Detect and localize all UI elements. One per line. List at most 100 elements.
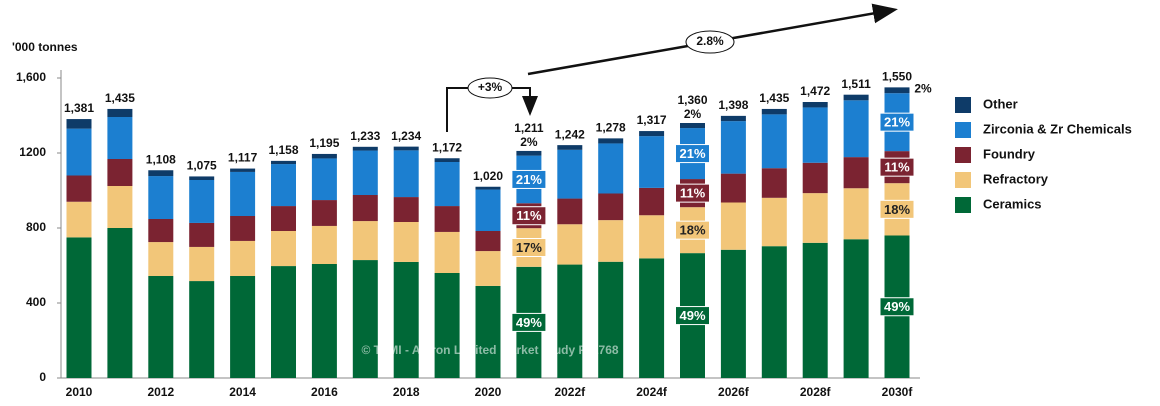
bar-segment bbox=[189, 246, 215, 282]
x-tick-label: 2016 bbox=[311, 385, 338, 399]
bar-segment bbox=[720, 115, 746, 122]
total-label: 1,511 bbox=[841, 77, 871, 91]
bar-segment bbox=[639, 187, 665, 216]
total-label: 1,435 bbox=[759, 91, 789, 105]
bar-segment bbox=[393, 197, 419, 222]
bar-segment bbox=[598, 220, 624, 262]
bar-segment bbox=[639, 215, 665, 259]
y-tick-label: 400 bbox=[26, 295, 46, 309]
segment-label: 18% bbox=[884, 202, 910, 217]
bar-segment bbox=[230, 216, 256, 241]
bar-segment bbox=[720, 202, 746, 250]
total-label: 1,398 bbox=[718, 98, 748, 112]
total-label: 1,233 bbox=[350, 129, 380, 143]
bar-segment bbox=[761, 197, 787, 247]
bar-segment bbox=[639, 258, 665, 378]
watermark: © TZMI - Astron Limited Market Study F11… bbox=[361, 343, 618, 357]
bar-segment bbox=[311, 200, 337, 226]
bar-segment bbox=[189, 281, 215, 378]
bar-segment bbox=[639, 131, 665, 137]
bar-segment bbox=[475, 189, 501, 231]
annotation: 2.8% bbox=[696, 34, 724, 48]
segment-label: 2% bbox=[520, 135, 538, 149]
bar-segment bbox=[107, 228, 133, 378]
x-tick-label: 2010 bbox=[66, 385, 93, 399]
bar-segment bbox=[475, 186, 501, 190]
legend-swatch bbox=[955, 97, 971, 113]
bar-segment bbox=[148, 276, 174, 378]
total-label: 1,278 bbox=[596, 121, 626, 135]
x-tick-label: 2024f bbox=[636, 385, 668, 399]
bar-segment bbox=[352, 146, 378, 151]
bar-segment bbox=[720, 121, 746, 174]
total-label: 1,435 bbox=[105, 91, 135, 105]
segment-label: 2% bbox=[684, 107, 702, 121]
annotation: +3% bbox=[478, 80, 503, 94]
bar-segment bbox=[148, 176, 174, 219]
bar-segment bbox=[475, 251, 501, 286]
bar-segment bbox=[802, 102, 828, 108]
segment-label: 2% bbox=[914, 82, 932, 96]
bar-segment bbox=[598, 261, 624, 378]
bar-segment bbox=[352, 260, 378, 378]
annotation-bubble bbox=[685, 30, 735, 54]
total-label: 1,550 bbox=[882, 70, 912, 84]
segment-label-box bbox=[879, 157, 915, 177]
total-label: 1,195 bbox=[309, 136, 339, 150]
bar-segment bbox=[557, 224, 583, 265]
bar-segment bbox=[680, 123, 705, 129]
total-label: 1,234 bbox=[391, 129, 421, 143]
segment-label-box bbox=[511, 206, 547, 226]
bar-segment bbox=[393, 261, 419, 378]
bar-segment bbox=[843, 157, 869, 189]
segment-label: 21% bbox=[679, 146, 705, 161]
bar-segment bbox=[516, 150, 542, 156]
bar-segment bbox=[66, 237, 92, 378]
y-tick-label: 1200 bbox=[19, 145, 46, 159]
bar-segment bbox=[802, 107, 828, 163]
segment-label: 11% bbox=[516, 208, 542, 223]
legend-swatch bbox=[955, 147, 971, 163]
bar-segment bbox=[557, 145, 583, 150]
bar-segment bbox=[639, 136, 665, 188]
bar-segment bbox=[475, 231, 501, 252]
bar-segment bbox=[352, 195, 378, 222]
bar-segment bbox=[434, 162, 460, 207]
annotation-bubble bbox=[467, 77, 513, 99]
bar-segment bbox=[311, 264, 337, 378]
segment-label: 21% bbox=[516, 172, 542, 187]
bar-segment bbox=[66, 201, 92, 238]
bar-segment bbox=[434, 273, 460, 378]
segment-label: 11% bbox=[884, 160, 910, 175]
x-tick-label: 2022f bbox=[554, 385, 586, 399]
bar-segment bbox=[271, 231, 296, 267]
bar-segment bbox=[761, 168, 787, 198]
x-tick-label: 2026f bbox=[718, 385, 750, 399]
bar-segment bbox=[884, 87, 910, 94]
x-tick-label: 2028f bbox=[800, 385, 832, 399]
bar-segment bbox=[311, 153, 337, 159]
bar-segment bbox=[393, 150, 419, 198]
bar-segment bbox=[434, 158, 460, 162]
bar-segment bbox=[148, 170, 174, 177]
y-tick-label: 0 bbox=[39, 370, 46, 384]
bar-segment bbox=[802, 193, 828, 243]
legend-swatch bbox=[955, 172, 971, 188]
legend-swatch bbox=[955, 122, 971, 138]
segment-label-box bbox=[879, 297, 915, 317]
x-tick-label: 2018 bbox=[393, 385, 420, 399]
segment-label-box bbox=[675, 220, 710, 240]
bar-segment bbox=[393, 146, 419, 151]
total-label: 1,117 bbox=[228, 151, 258, 165]
bar-segment bbox=[271, 160, 296, 165]
segment-label-box bbox=[511, 312, 547, 332]
segment-label: 49% bbox=[516, 315, 542, 330]
segment-label-box bbox=[675, 144, 710, 164]
total-label: 1,020 bbox=[473, 169, 503, 183]
total-label: 1,381 bbox=[64, 101, 94, 115]
total-label: 1,242 bbox=[555, 127, 585, 141]
bar-segment bbox=[352, 221, 378, 261]
bar-segment bbox=[66, 175, 92, 202]
segment-label: 21% bbox=[884, 115, 910, 130]
